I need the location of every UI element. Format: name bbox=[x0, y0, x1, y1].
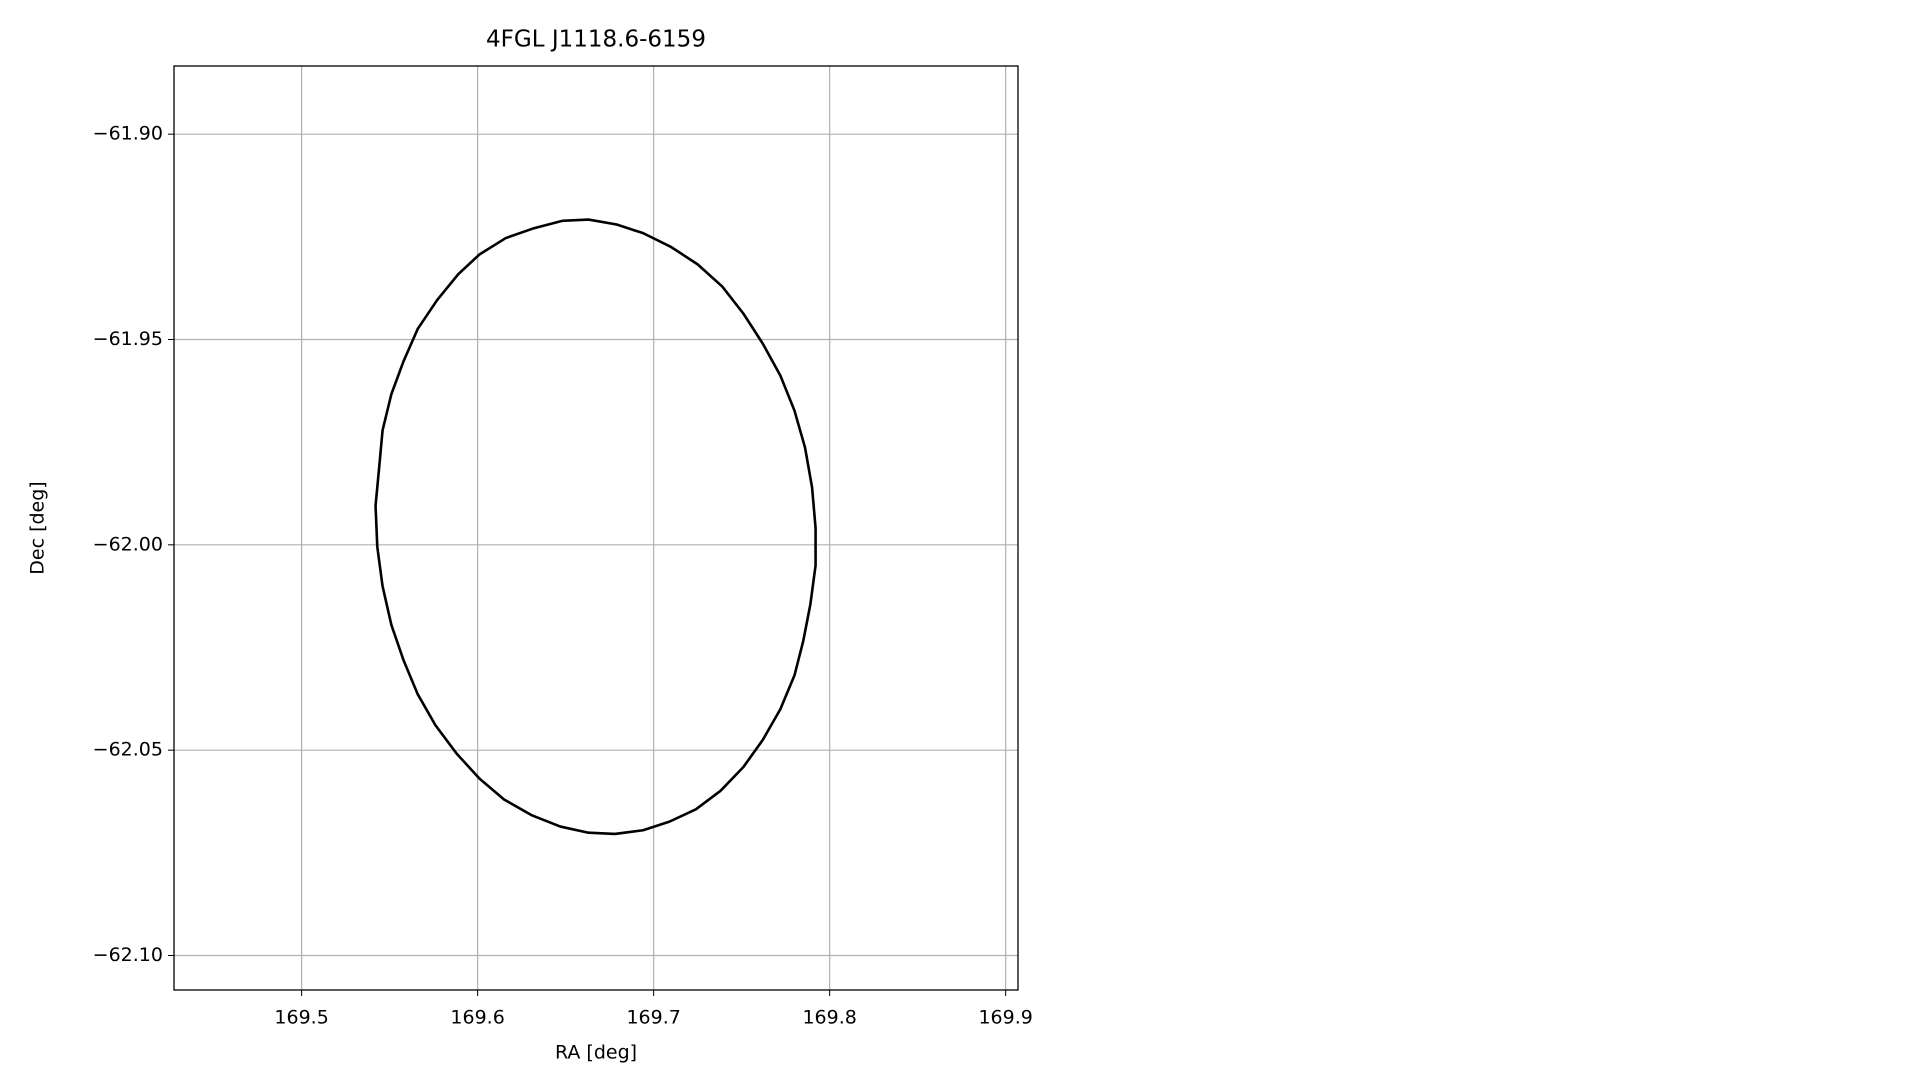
x-axis-label: RA [deg] bbox=[555, 1042, 637, 1064]
y-tick-label: −61.90 bbox=[93, 123, 163, 145]
y-tick-label: −62.05 bbox=[93, 739, 163, 761]
plot-frame bbox=[173, 65, 1019, 991]
y-axis-label: Dec [deg] bbox=[27, 481, 49, 574]
x-tick-label: 169.9 bbox=[978, 1007, 1032, 1029]
y-tick-label: −61.95 bbox=[93, 328, 163, 350]
x-tick-label: 169.5 bbox=[274, 1007, 328, 1029]
x-tick-label: 169.6 bbox=[450, 1007, 504, 1029]
data-line bbox=[374, 218, 817, 836]
x-tick-label: 169.7 bbox=[626, 1007, 680, 1029]
x-tick-label: 169.8 bbox=[802, 1007, 856, 1029]
y-tick-label: −62.10 bbox=[93, 944, 163, 966]
y-tick-label: −62.00 bbox=[93, 533, 163, 555]
chart-title: 4FGL J1118.6-6159 bbox=[486, 27, 706, 53]
